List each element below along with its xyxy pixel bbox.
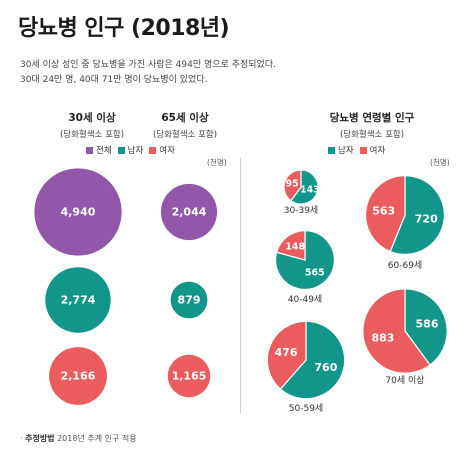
page-title: 당뇨병 인구 (2018년) (18, 16, 230, 41)
pie-40-49세-category-label: 40-49세 (288, 294, 322, 305)
unit-label-right: (천명) (430, 158, 450, 167)
pie-70세 이상-female-label: 883 (371, 332, 394, 345)
unit-label-left: (천명) (207, 158, 227, 167)
bubble-label-30plus-total: 4,940 (61, 206, 96, 219)
chart-title-age: 당뇨병 연령별 인구 (329, 112, 415, 124)
legend-swatch-male-right (328, 146, 335, 154)
chart-subtitle-age: (당화혈색소 포함) (339, 130, 405, 140)
chart-title-30plus: 30세 이상 (68, 112, 116, 124)
pie-70세 이상-male-label: 586 (416, 317, 439, 330)
legend-label-male-right: 남자 (338, 146, 354, 156)
bubble-label-65plus-male: 879 (178, 294, 201, 307)
legend-label-female: 여자 (159, 146, 175, 156)
section-divider (240, 158, 241, 413)
legend-swatch-male (117, 146, 125, 154)
legend-label-female-right: 여자 (369, 146, 386, 156)
pie-30-39세-female-label: 95 (286, 179, 299, 190)
footnote-label: 추정방법 (25, 434, 55, 443)
legend-item-female-right: 여자 (359, 144, 386, 156)
chart-title-65plus: 65세 이상 (161, 112, 209, 124)
legend-right: 남자 여자 (328, 144, 385, 156)
bubble-label-30plus-female: 2,166 (61, 370, 96, 383)
pie-70세 이상-female-slice (362, 288, 431, 374)
pie-30-39세-category-label: 30-39세 (284, 205, 318, 216)
chart-subtitle-30plus: (당화혈색소 포함) (59, 130, 125, 140)
legend-swatch-total (86, 146, 93, 154)
pie-40-49세-female-slice (275, 230, 306, 261)
pie-50-59세-female-label: 476 (275, 346, 298, 359)
footnote: · 추정방법 2018년 추계 인구 적용 (20, 434, 137, 443)
bubble-label-65plus-total: 2,044 (172, 206, 207, 219)
legend-swatch-female (149, 146, 157, 154)
pie-60-69세-male-slice (389, 174, 445, 255)
pie-30-39세-female-slice (283, 169, 302, 202)
legend-item-female: 여자 (149, 144, 175, 156)
pie-70세 이상-category-label: 70세 이상 (385, 375, 424, 386)
pie-60-69세-category-label: 60-69세 (388, 260, 422, 271)
chart-header-30plus: 30세 이상 (당화혈색소 포함) (42, 110, 142, 140)
subtitle-line-2: 30대 24만 명, 40대 71만 명이 당뇨병이 있었다. (20, 75, 208, 85)
legend-swatch-female-right (359, 146, 367, 154)
pie-50-59세-male-slice (279, 320, 346, 400)
pie-30-39세-male-label: 143 (300, 184, 320, 195)
bubble-label-65plus-female: 1,165 (172, 370, 207, 383)
legend-left: 전체 남자 여자 (86, 144, 175, 156)
legend-label-total: 전체 (96, 146, 112, 156)
pie-40-49세-male-slice (275, 230, 335, 290)
bubble-65plus-total (160, 183, 218, 241)
bubble-30plus-female (49, 347, 107, 405)
legend-item-male: 남자 (117, 144, 144, 156)
chart-header-65plus: 65세 이상 (당화혈색소 포함) (135, 110, 235, 140)
footnote-text: 2018년 추계 인구 적용 (57, 434, 137, 443)
legend-item-male-right: 남자 (328, 144, 354, 156)
bubble-65plus-female (167, 354, 211, 398)
bubble-65plus-male (170, 281, 208, 319)
legend-item-total: 전체 (86, 144, 112, 156)
subtitle-line-1: 30세 이상 성인 중 당뇨병을 가진 사람은 494만 명으로 추정되었다. (20, 60, 276, 70)
pie-40-49세-male-label: 565 (305, 267, 325, 278)
bubble-30plus-male (45, 267, 111, 333)
pie-60-69세-male-label: 720 (415, 213, 438, 226)
legend-label-male: 남자 (127, 146, 144, 156)
pie-50-59세-female-slice (266, 320, 307, 390)
pie-50-59세-male-label: 760 (314, 361, 337, 374)
chart-header-age: 당뇨병 연령별 인구 (당화혈색소 포함) (302, 110, 442, 140)
pie-60-69세-female-slice (364, 174, 406, 253)
pie-50-59세-category-label: 50-59세 (289, 403, 323, 414)
pie-40-49세-female-label: 148 (285, 242, 305, 253)
bubble-label-30plus-male: 2,774 (61, 294, 96, 307)
pie-60-69세-female-label: 563 (372, 204, 395, 217)
pie-70세 이상-male-slice (404, 288, 448, 366)
bubble-30plus-total (34, 168, 122, 256)
pie-30-39세-male-slice (290, 169, 319, 205)
chart-subtitle-65plus: (당화혈색소 포함) (152, 130, 218, 140)
